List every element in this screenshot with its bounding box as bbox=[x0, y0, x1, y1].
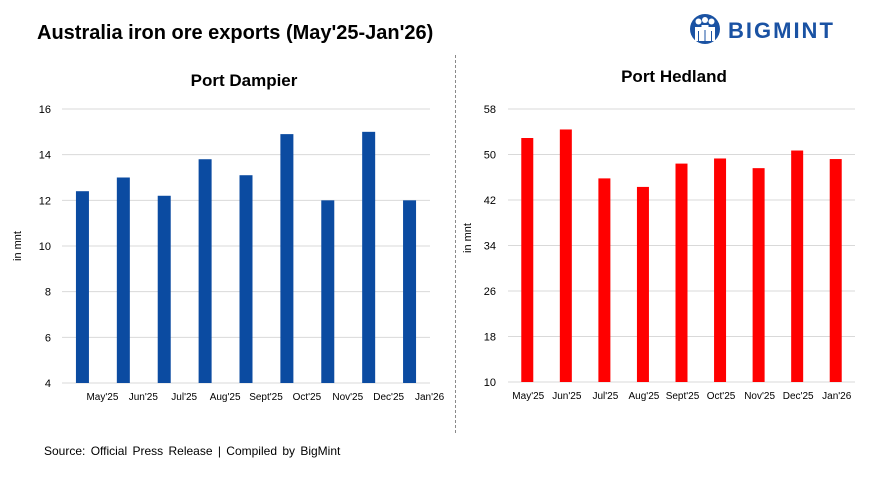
y-tick-label: 14 bbox=[39, 150, 51, 162]
y-axis-label: in mnt bbox=[462, 223, 474, 253]
bar bbox=[598, 178, 611, 382]
x-tick-label: Nov'25 bbox=[332, 392, 363, 403]
x-tick-label: Aug'25 bbox=[210, 392, 241, 403]
y-axis-label: in mnt bbox=[12, 231, 24, 261]
y-tick-label: 34 bbox=[484, 241, 496, 253]
y-tick-label: 58 bbox=[484, 104, 496, 116]
y-tick-label: 16 bbox=[39, 104, 51, 116]
bar bbox=[321, 200, 335, 383]
bar bbox=[791, 150, 804, 382]
bar bbox=[403, 200, 417, 383]
chart-divider bbox=[455, 55, 456, 433]
x-tick-label: Dec'25 bbox=[373, 392, 404, 403]
y-tick-label: 18 bbox=[484, 332, 496, 344]
x-tick-label: Jan'26 bbox=[822, 391, 852, 402]
bar bbox=[752, 168, 765, 382]
y-tick-label: 6 bbox=[45, 332, 51, 344]
x-tick-label: Jan'26 bbox=[415, 392, 445, 403]
bigmint-logo: BIGMINT bbox=[688, 12, 863, 48]
bar bbox=[521, 138, 534, 382]
x-tick-label: Jul'25 bbox=[171, 392, 197, 403]
y-tick-label: 4 bbox=[45, 378, 51, 390]
y-tick-label: 10 bbox=[484, 377, 496, 389]
y-tick-label: 42 bbox=[484, 195, 496, 207]
x-tick-label: Oct'25 bbox=[293, 392, 322, 403]
source-note: Source: Official Press Release | Compile… bbox=[44, 444, 341, 458]
bigmint-logo-icon bbox=[690, 14, 720, 44]
y-tick-label: 26 bbox=[484, 286, 496, 298]
x-tick-label: Nov'25 bbox=[744, 391, 775, 402]
x-tick-label: Jun'25 bbox=[552, 391, 582, 402]
y-tick-label: 10 bbox=[39, 241, 51, 253]
x-tick-label: May'25 bbox=[512, 391, 544, 402]
x-tick-label: Jul'25 bbox=[592, 391, 618, 402]
x-tick-label: Sept'25 bbox=[666, 391, 700, 402]
x-tick-label: May'25 bbox=[86, 392, 118, 403]
x-tick-label: Jun'25 bbox=[129, 392, 159, 403]
bar bbox=[636, 186, 649, 382]
bar bbox=[714, 158, 727, 382]
bar bbox=[198, 159, 212, 383]
bar bbox=[362, 131, 376, 383]
chart-port-dampier: Port Dampier 4 6 8 10 12 14 16 in mnt May'25 Jun'2… bbox=[12, 71, 445, 403]
bar bbox=[675, 163, 688, 382]
y-tick-label: 8 bbox=[45, 287, 51, 299]
bar bbox=[829, 159, 842, 382]
chart-title: Port Dampier bbox=[191, 71, 298, 90]
bar bbox=[280, 134, 294, 383]
bar bbox=[157, 195, 171, 383]
bigmint-logo-text: BIGMINT bbox=[728, 18, 835, 43]
x-tick-label: Dec'25 bbox=[783, 391, 814, 402]
y-tick-label: 12 bbox=[39, 195, 51, 207]
y-tick-label: 50 bbox=[484, 150, 496, 162]
bar bbox=[559, 129, 572, 382]
x-tick-label: Sept'25 bbox=[249, 392, 283, 403]
x-tick-label: Aug'25 bbox=[629, 391, 660, 402]
chart-title: Port Hedland bbox=[621, 67, 727, 86]
bar bbox=[116, 177, 130, 383]
bar bbox=[239, 175, 253, 383]
page-title: Australia iron ore exports (May'25-Jan'2… bbox=[37, 22, 434, 44]
x-tick-label: Oct'25 bbox=[707, 391, 736, 402]
bar bbox=[75, 191, 89, 383]
